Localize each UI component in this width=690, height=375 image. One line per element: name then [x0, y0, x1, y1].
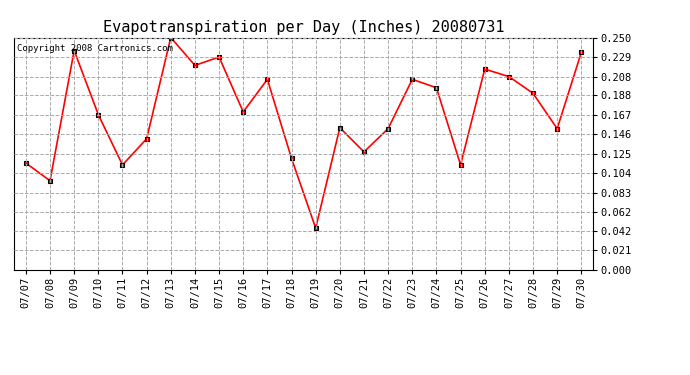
Text: Copyright 2008 Cartronics.com: Copyright 2008 Cartronics.com: [17, 45, 172, 54]
Title: Evapotranspiration per Day (Inches) 20080731: Evapotranspiration per Day (Inches) 2008…: [103, 20, 504, 35]
